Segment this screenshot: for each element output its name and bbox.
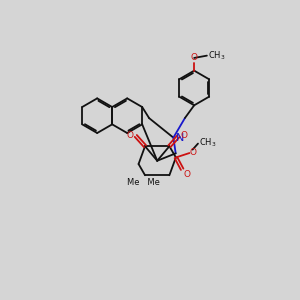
Text: CH$_3$: CH$_3$ <box>199 137 217 149</box>
Text: Me   Me: Me Me <box>128 178 160 187</box>
Text: O: O <box>190 148 197 157</box>
Text: O: O <box>190 52 197 62</box>
Text: O: O <box>184 170 190 179</box>
Text: CH$_3$: CH$_3$ <box>208 50 226 62</box>
Text: O: O <box>180 131 187 140</box>
Text: O: O <box>127 131 134 140</box>
Text: N: N <box>176 133 184 142</box>
